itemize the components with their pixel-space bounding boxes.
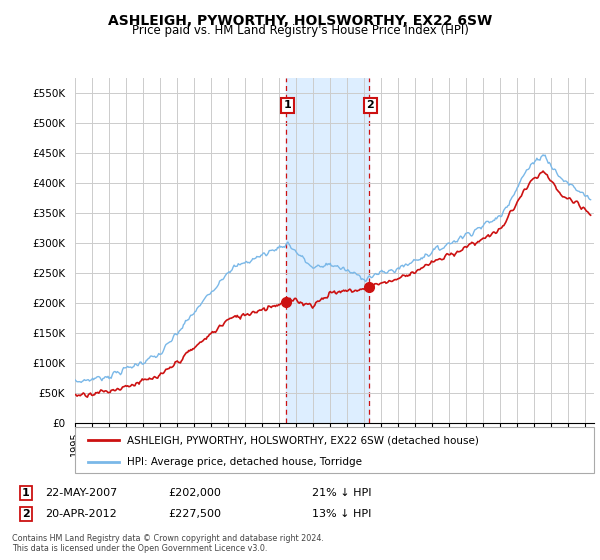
- Text: ASHLEIGH, PYWORTHY, HOLSWORTHY, EX22 6SW: ASHLEIGH, PYWORTHY, HOLSWORTHY, EX22 6SW: [108, 14, 492, 28]
- Bar: [286, 78, 368, 423]
- Text: 2: 2: [367, 100, 374, 110]
- Text: Contains HM Land Registry data © Crown copyright and database right 2024.: Contains HM Land Registry data © Crown c…: [12, 534, 324, 543]
- Text: 13% ↓ HPI: 13% ↓ HPI: [312, 509, 371, 519]
- Text: 20-APR-2012: 20-APR-2012: [45, 509, 117, 519]
- Text: This data is licensed under the Open Government Licence v3.0.: This data is licensed under the Open Gov…: [12, 544, 268, 553]
- Text: Price paid vs. HM Land Registry's House Price Index (HPI): Price paid vs. HM Land Registry's House …: [131, 24, 469, 37]
- Text: 21% ↓ HPI: 21% ↓ HPI: [312, 488, 371, 498]
- Text: 22-MAY-2007: 22-MAY-2007: [45, 488, 117, 498]
- Text: £227,500: £227,500: [168, 509, 221, 519]
- Text: 2: 2: [22, 509, 29, 519]
- Text: 1: 1: [283, 100, 291, 110]
- Text: £202,000: £202,000: [168, 488, 221, 498]
- Text: ASHLEIGH, PYWORTHY, HOLSWORTHY, EX22 6SW (detached house): ASHLEIGH, PYWORTHY, HOLSWORTHY, EX22 6SW…: [127, 435, 479, 445]
- FancyBboxPatch shape: [75, 427, 594, 473]
- Text: HPI: Average price, detached house, Torridge: HPI: Average price, detached house, Torr…: [127, 457, 362, 466]
- Text: 1: 1: [22, 488, 29, 498]
